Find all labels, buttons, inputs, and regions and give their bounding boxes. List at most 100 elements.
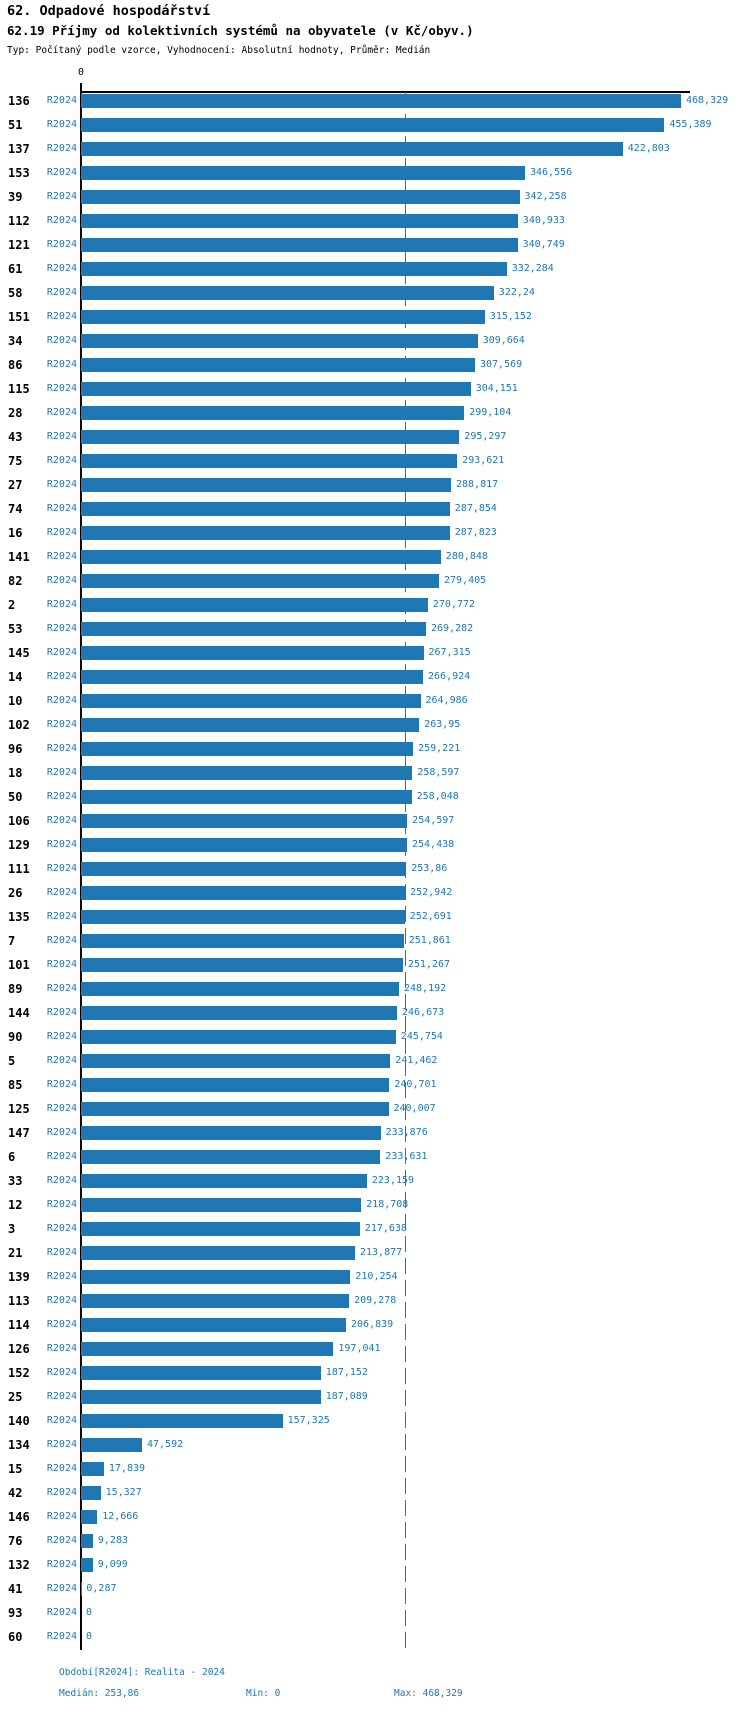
bar: [81, 574, 439, 588]
bar: [81, 646, 424, 660]
bar-row: 140 R2024 157,325: [0, 1413, 750, 1429]
row-id-label: 139: [8, 1270, 30, 1284]
bar-value-label: 47,592: [147, 1439, 184, 1450]
row-period-label: R2024: [46, 671, 77, 682]
row-id-label: 96: [8, 742, 23, 756]
row-period-label: R2024: [46, 1103, 77, 1114]
row-period-label: R2024: [46, 1199, 77, 1210]
bar-value-label: 241,462: [395, 1055, 438, 1066]
row-id-label: 2: [8, 598, 16, 612]
row-period-label: R2024: [46, 383, 77, 394]
bar-row: 129 R2024 254,438: [0, 837, 750, 853]
row-period-label: R2024: [46, 1343, 77, 1354]
bar-row: 75 R2024 293,621: [0, 453, 750, 469]
bar-row: 74 R2024 287,854: [0, 501, 750, 517]
bar: [81, 838, 407, 852]
row-id-label: 7: [8, 934, 16, 948]
row-id-label: 151: [8, 310, 30, 324]
bar-value-label: 251,861: [408, 935, 451, 946]
row-period-label: R2024: [46, 1175, 77, 1186]
bar-row: 135 R2024 252,691: [0, 909, 750, 925]
row-period-label: R2024: [46, 623, 77, 634]
row-id-label: 21: [8, 1246, 23, 1260]
row-id-label: 51: [8, 118, 23, 132]
row-period-label: R2024: [46, 1415, 77, 1426]
bar: [81, 1366, 321, 1380]
bar-row: 126 R2024 197,041: [0, 1341, 750, 1357]
bar-row: 21 R2024 213,877: [0, 1245, 750, 1261]
bar-row: 132 R2024 9,099: [0, 1557, 750, 1573]
bar: [81, 1342, 334, 1356]
row-period-label: R2024: [46, 815, 77, 826]
bar-row: 3 R2024 217,638: [0, 1221, 750, 1237]
bar-value-label: 240,007: [393, 1103, 436, 1114]
bar-row: 151 R2024 315,152: [0, 309, 750, 325]
bar: [81, 262, 507, 276]
bar: [81, 502, 450, 516]
bar-value-label: 332,284: [511, 263, 554, 274]
bar-value-label: 206,839: [351, 1319, 394, 1330]
row-period-label: R2024: [46, 1055, 77, 1066]
bar: [81, 814, 408, 828]
footer-min-label: Min: 0: [246, 1688, 281, 1699]
bar: [81, 694, 421, 708]
row-period-label: R2024: [46, 239, 77, 250]
row-id-label: 147: [8, 1126, 30, 1140]
row-id-label: 141: [8, 550, 30, 564]
bar-value-label: 0,287: [86, 1583, 117, 1594]
bar: [81, 166, 525, 180]
bar-value-label: 246,673: [402, 1007, 445, 1018]
row-period-label: R2024: [46, 1295, 77, 1306]
row-id-label: 112: [8, 214, 30, 228]
bar: [81, 118, 665, 132]
chart-subtitle: Typ: Počítaný podle vzorce, Vyhodnocení:…: [7, 45, 431, 56]
row-period-label: R2024: [46, 1031, 77, 1042]
row-period-label: R2024: [46, 1319, 77, 1330]
row-period-label: R2024: [46, 1247, 77, 1258]
row-period-label: R2024: [46, 503, 77, 514]
row-id-label: 6: [8, 1150, 16, 1164]
row-id-label: 3: [8, 1222, 16, 1236]
bar: [81, 1198, 362, 1212]
bar-row: 136 R2024 468,329: [0, 93, 750, 109]
row-period-label: R2024: [46, 263, 77, 274]
bar: [81, 790, 412, 804]
bar-value-label: 0: [86, 1631, 93, 1642]
bar-row: 76 R2024 9,283: [0, 1533, 750, 1549]
row-period-label: R2024: [46, 719, 77, 730]
bar-row: 113 R2024 209,278: [0, 1293, 750, 1309]
row-period-label: R2024: [46, 1391, 77, 1402]
bar-value-label: 279,405: [444, 575, 487, 586]
row-id-label: 102: [8, 718, 30, 732]
bar-value-label: 322,24: [498, 287, 535, 298]
row-id-label: 135: [8, 910, 30, 924]
row-id-label: 89: [8, 982, 23, 996]
row-id-label: 111: [8, 862, 30, 876]
bar-value-label: 422,803: [627, 143, 670, 154]
bar-value-label: 197,041: [338, 1343, 381, 1354]
row-period-label: R2024: [46, 1151, 77, 1162]
bar-value-label: 270,772: [432, 599, 476, 610]
row-period-label: R2024: [46, 95, 77, 106]
row-id-label: 53: [8, 622, 23, 636]
bar-row: 134 R2024 47,592: [0, 1437, 750, 1453]
bar-row: 82 R2024 279,405: [0, 573, 750, 589]
bar-value-label: 223,159: [371, 1175, 415, 1186]
bar: [81, 454, 458, 468]
bar-value-label: 304,151: [475, 383, 518, 394]
row-period-label: R2024: [46, 887, 77, 898]
bar: [81, 1534, 93, 1548]
bar-row: 121 R2024 340,749: [0, 237, 750, 253]
row-id-label: 33: [8, 1174, 23, 1188]
row-period-label: R2024: [46, 1511, 77, 1522]
bar-value-label: 253,86: [411, 863, 448, 874]
bar: [81, 1318, 346, 1332]
row-id-label: 76: [8, 1534, 23, 1548]
bar-row: 111 R2024 253,86: [0, 861, 750, 877]
x-axis-zero-tick-label: 0: [77, 67, 85, 78]
row-id-label: 90: [8, 1030, 23, 1044]
bar-value-label: 468,329: [686, 95, 729, 106]
bar-value-label: 267,315: [428, 647, 471, 658]
bar-value-label: 280,848: [445, 551, 488, 562]
